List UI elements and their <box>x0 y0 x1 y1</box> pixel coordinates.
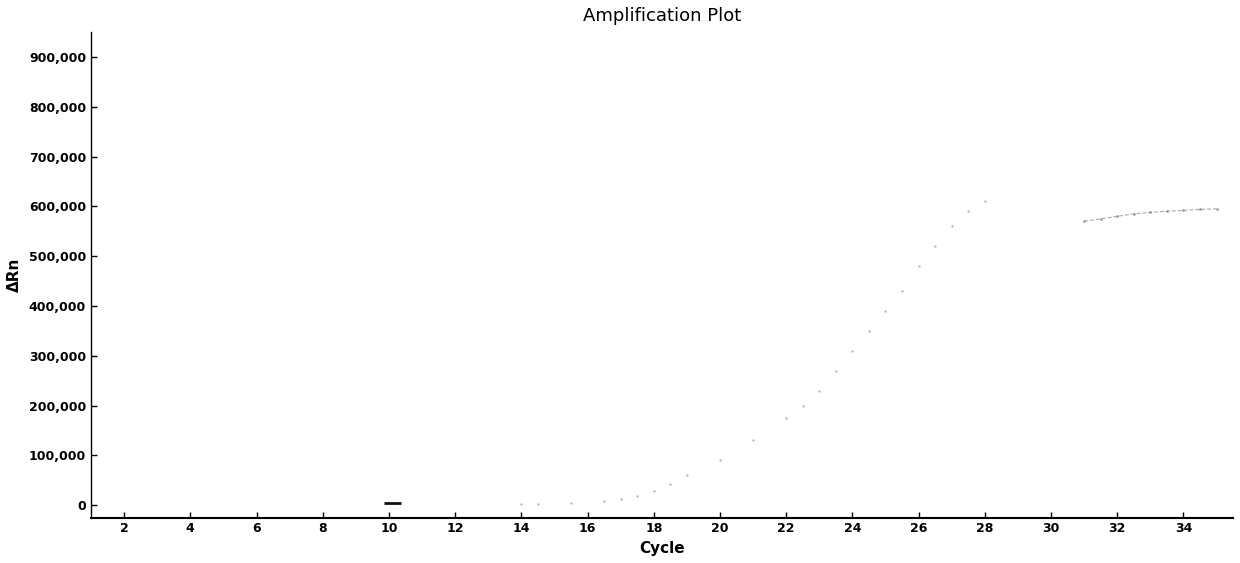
Y-axis label: ΔRn: ΔRn <box>7 258 22 292</box>
Point <box>810 386 830 395</box>
Point <box>560 499 580 508</box>
Point <box>826 366 846 375</box>
Point <box>776 414 796 423</box>
Point <box>925 242 945 251</box>
Point <box>611 495 631 504</box>
Point <box>644 487 663 496</box>
Point <box>892 287 911 296</box>
Point <box>661 480 681 489</box>
Point <box>909 262 929 271</box>
Point <box>875 306 895 315</box>
Point <box>711 456 730 465</box>
Point <box>792 401 812 410</box>
Point <box>941 222 961 231</box>
Point <box>959 207 978 216</box>
Point <box>975 197 994 206</box>
Point <box>511 500 531 509</box>
Point <box>743 436 763 445</box>
Point <box>842 346 862 355</box>
Title: Amplification Plot: Amplification Plot <box>583 7 742 25</box>
Point <box>677 471 697 480</box>
Point <box>528 500 548 509</box>
Point <box>627 491 647 501</box>
Point <box>859 327 879 336</box>
X-axis label: Cycle: Cycle <box>639 541 684 556</box>
Point <box>594 497 614 506</box>
